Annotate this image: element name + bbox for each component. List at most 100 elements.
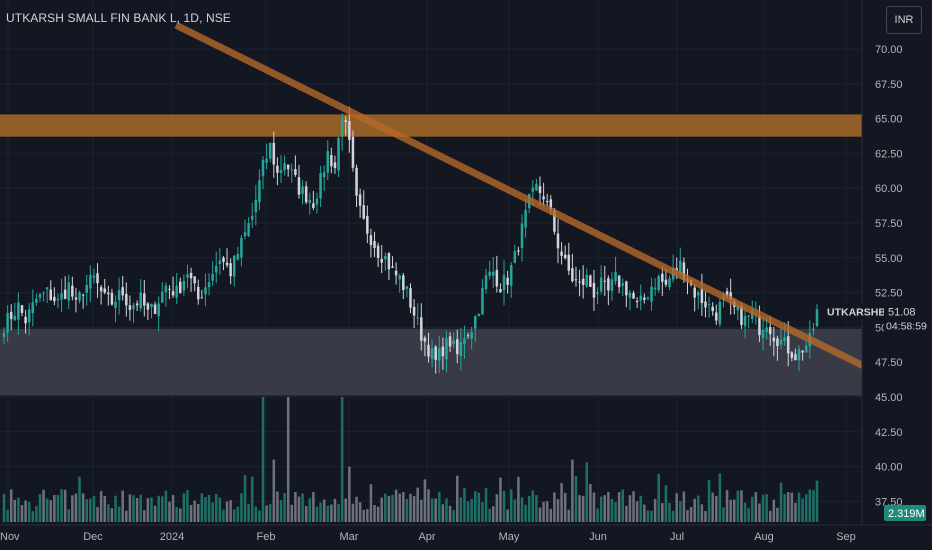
volume-bar <box>463 487 466 522</box>
candle-body <box>139 292 142 309</box>
volume-bar <box>495 494 499 522</box>
candle-body <box>776 338 779 347</box>
price-tick-label: 67.50 <box>875 79 903 91</box>
candle-body <box>740 305 743 325</box>
volume-bar <box>596 508 599 522</box>
volume-bar <box>772 499 776 522</box>
volume-bar <box>553 492 556 522</box>
volume-bar <box>283 493 286 522</box>
candle-body <box>416 317 419 319</box>
volume-bar <box>17 497 20 522</box>
candle-body <box>355 167 358 196</box>
volume-bar <box>617 492 621 522</box>
candle-body <box>222 257 225 262</box>
candle-body <box>779 339 783 345</box>
candle-body <box>438 348 441 361</box>
candle-body <box>786 336 790 354</box>
candle-body <box>146 303 150 310</box>
candle-body <box>49 289 53 301</box>
candle-body <box>794 354 797 361</box>
candle-body <box>743 316 747 327</box>
candle-body <box>214 266 218 273</box>
candle-body <box>513 251 517 263</box>
volume-bar <box>322 499 326 522</box>
candle-body <box>693 287 696 298</box>
volume-bar <box>484 488 488 522</box>
candle-body <box>617 275 621 288</box>
candle-body <box>715 312 718 321</box>
candle-body <box>110 292 114 305</box>
volume-bar <box>81 493 85 522</box>
volume-bar <box>297 496 301 522</box>
volume-bar <box>56 494 60 522</box>
time-tick-label: Nov <box>0 531 20 543</box>
volume-bar <box>380 497 383 522</box>
candle-body <box>179 281 182 294</box>
candle-body <box>812 328 815 331</box>
volume-bar <box>164 490 168 522</box>
last-price-label-background <box>884 303 926 335</box>
volume-bar <box>768 510 772 522</box>
volume-bar <box>254 506 258 522</box>
candle-body <box>294 169 297 175</box>
candle-body <box>430 348 434 360</box>
volume-bar <box>103 495 106 522</box>
candle-body <box>182 280 186 291</box>
candle-body <box>679 260 682 275</box>
candle-body <box>801 350 804 353</box>
candle-body <box>643 297 646 300</box>
candle-body <box>481 288 484 315</box>
candle-body <box>24 316 27 324</box>
volume-bar <box>117 506 121 522</box>
trendline <box>174 21 884 379</box>
volume-bar <box>38 494 42 522</box>
candle-body <box>477 313 481 316</box>
volume-bar <box>668 502 671 522</box>
volume-bar <box>143 510 146 522</box>
volume-bar <box>301 493 304 522</box>
candle-body <box>394 270 398 276</box>
candle-body <box>330 154 333 167</box>
volume-bar <box>193 500 196 522</box>
volume-bar <box>175 506 178 522</box>
volume-bar <box>78 476 81 522</box>
price-axis[interactable]: 70.00 67.50 65.00 62.50 60.00 57.50 55.00 52.50… <box>861 0 932 550</box>
candle-body <box>312 203 315 208</box>
volume-bar <box>340 397 344 522</box>
trendline-layer[interactable] <box>174 21 884 379</box>
candle-body <box>625 281 628 296</box>
candle-body <box>412 306 416 316</box>
candle-body <box>243 232 247 237</box>
candle-body <box>402 275 405 291</box>
candle-body <box>517 250 520 252</box>
volume-bar <box>466 501 470 522</box>
candle-body <box>632 293 635 299</box>
volume-bar <box>535 495 538 522</box>
time-axis[interactable]: Nov Dec 2024 Feb Mar Apr May Jun Jul Aug Sep <box>0 524 932 543</box>
currency-button[interactable]: INR <box>886 6 922 34</box>
volume-bar <box>92 495 96 522</box>
candle-body <box>337 137 340 171</box>
candle-body <box>420 317 423 341</box>
volume-bar <box>614 502 617 522</box>
candle-body <box>232 255 236 277</box>
volume-bar <box>132 495 135 522</box>
candle-body <box>60 293 63 300</box>
volume-bar <box>574 475 578 522</box>
candle-body <box>596 292 599 295</box>
candle-body <box>380 258 383 263</box>
volume-bar <box>715 495 718 522</box>
volume-bar <box>776 507 779 522</box>
candle-body <box>276 165 279 173</box>
volume-bar <box>700 504 704 522</box>
candle-body <box>506 277 509 285</box>
price-tick-label: 45.00 <box>875 392 903 404</box>
volume-bar <box>441 504 445 522</box>
volume-bar <box>279 500 283 522</box>
candle-body <box>768 327 772 334</box>
candle-body <box>495 270 499 287</box>
candle-body <box>9 311 13 320</box>
candle-body <box>484 275 488 289</box>
time-tick-label: 2024 <box>160 531 184 543</box>
